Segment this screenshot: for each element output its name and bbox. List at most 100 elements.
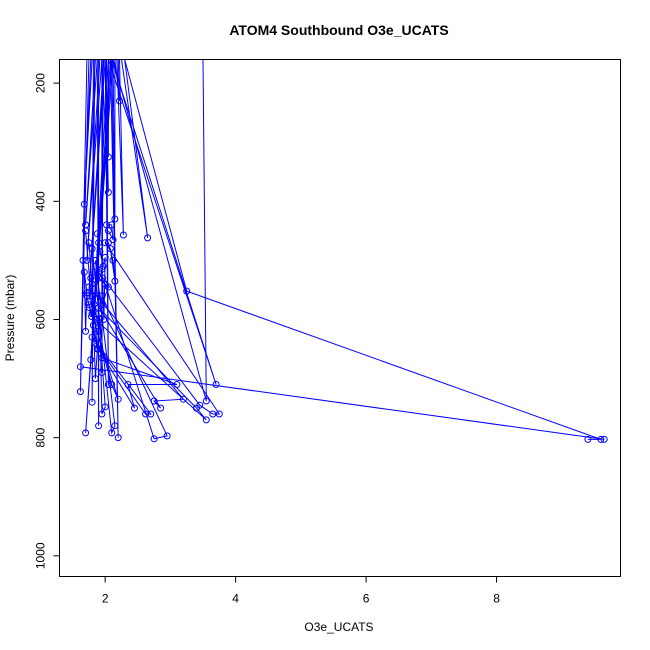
series-line: [112, 59, 207, 402]
data-point: [85, 239, 93, 247]
data-point: [212, 381, 220, 388]
data-point: [93, 230, 101, 238]
series-8: [95, 59, 103, 430]
series-line: [94, 272, 109, 307]
data-point: [131, 404, 138, 412]
data-point: [82, 327, 90, 335]
series-line: [91, 59, 96, 403]
data-point: [119, 231, 127, 239]
series-38: [93, 230, 107, 270]
series-15: [111, 59, 119, 223]
series-line: [90, 278, 100, 379]
data-point: [91, 375, 99, 383]
series-line: [91, 248, 116, 435]
series-16: [116, 59, 127, 239]
series-line: [101, 283, 168, 440]
series-17: [121, 59, 152, 242]
series-line: [86, 295, 92, 317]
x-tick-label: 8: [493, 592, 500, 606]
data-point: [88, 398, 96, 406]
series-line: [101, 59, 109, 193]
series-line: [106, 59, 109, 158]
y-tick-label: 600: [34, 309, 48, 329]
data-point: [82, 429, 90, 437]
series-line: [124, 59, 602, 440]
data-point: [88, 280, 96, 288]
data-point: [76, 363, 84, 371]
chart-title: ATOM4 Southbound O3e_UCATS: [229, 22, 448, 38]
plot-area: [76, 59, 608, 443]
series-line: [101, 59, 104, 373]
y-axis-label: Pressure (mbar): [3, 275, 17, 362]
data-point: [79, 256, 87, 264]
series-37: [103, 221, 117, 244]
series-line: [98, 348, 178, 409]
data-point: [91, 268, 99, 276]
data-point: [104, 153, 112, 161]
data-point: [202, 397, 210, 405]
y-tick-label: 1000: [34, 542, 48, 569]
series-line: [80, 366, 605, 440]
y-axis: 200 400 600 800 1000: [34, 73, 60, 569]
data-point: [147, 410, 155, 418]
data-point: [98, 410, 106, 418]
series-line: [121, 59, 149, 238]
data-point: [109, 256, 117, 264]
series-line: [107, 59, 217, 385]
data-point: [88, 313, 95, 320]
data-point: [584, 435, 592, 443]
data-point: [83, 289, 91, 297]
data-point: [111, 215, 119, 223]
data-point: [124, 381, 132, 388]
data-point: [95, 327, 103, 335]
data-point: [101, 403, 109, 411]
series-line: [98, 313, 106, 415]
x-tick-label: 4: [232, 592, 239, 606]
series-line: [98, 242, 221, 415]
data-point: [157, 404, 165, 412]
data-point: [80, 268, 88, 276]
series-35: [87, 274, 103, 383]
data-point: [82, 227, 90, 235]
series-20: [107, 59, 220, 388]
data-point: [104, 188, 112, 196]
x-tick-label: 2: [102, 592, 109, 606]
y-tick-label: 400: [34, 191, 48, 211]
x-tick-label: 6: [363, 592, 370, 606]
data-point: [101, 253, 109, 261]
data-point: [76, 388, 84, 396]
y-tick-label: 200: [34, 73, 48, 93]
data-point: [179, 395, 187, 403]
data-point: [144, 234, 152, 242]
data-point: [99, 274, 107, 282]
data-point: [98, 301, 106, 309]
series-13: [104, 59, 112, 161]
data-point: [114, 395, 122, 403]
data-point: [104, 227, 112, 235]
data-point: [106, 245, 114, 253]
x-axis: 2 4 6 8: [102, 576, 500, 606]
data-point: [163, 432, 171, 440]
data-point: [109, 236, 117, 244]
data-point: [600, 435, 608, 443]
data-point: [108, 429, 116, 437]
series-27: [76, 363, 608, 443]
data-point: [108, 221, 116, 229]
series-19: [112, 59, 210, 405]
data-point: [108, 381, 116, 388]
series-18: [124, 59, 605, 443]
x-axis-label: O3e_UCATS: [304, 620, 373, 634]
data-point: [100, 316, 108, 323]
series-line: [112, 59, 116, 220]
data-point: [95, 422, 103, 430]
series-line: [109, 59, 119, 438]
data-point: [150, 435, 158, 443]
series-32: [91, 268, 112, 309]
data-point: [215, 410, 223, 418]
y-tick-label: 800: [34, 427, 48, 447]
series-30: [95, 310, 109, 418]
series-line: [79, 59, 90, 392]
data-point: [96, 248, 104, 255]
series-14: [101, 59, 112, 196]
